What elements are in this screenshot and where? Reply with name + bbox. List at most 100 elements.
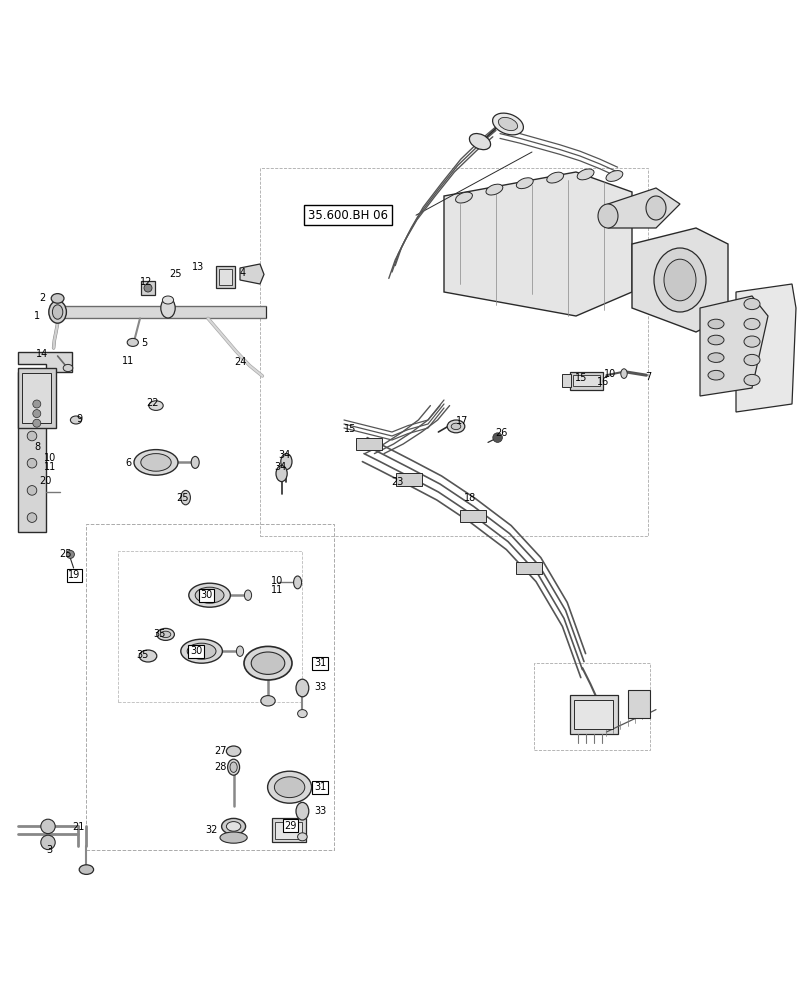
Bar [516, 562, 542, 574]
Ellipse shape [220, 832, 247, 843]
Ellipse shape [226, 822, 241, 831]
Text: 19: 19 [68, 570, 81, 580]
Ellipse shape [606, 171, 623, 181]
Bar [141, 281, 155, 295]
Ellipse shape [230, 762, 237, 772]
Text: 16: 16 [597, 377, 610, 387]
Bar [356, 438, 382, 450]
Ellipse shape [621, 369, 627, 378]
Ellipse shape [245, 590, 252, 600]
Bar [118, 551, 302, 702]
Text: 35: 35 [136, 650, 149, 660]
Bar [574, 700, 613, 729]
Bar [50, 306, 266, 318]
Bar [86, 524, 334, 850]
Ellipse shape [63, 364, 73, 372]
Text: 14: 14 [36, 349, 49, 359]
Bar [534, 663, 650, 750]
Ellipse shape [162, 296, 174, 304]
Ellipse shape [744, 336, 760, 347]
Ellipse shape [577, 169, 594, 180]
Ellipse shape [237, 646, 244, 656]
Circle shape [144, 284, 152, 292]
Ellipse shape [227, 759, 240, 775]
Ellipse shape [281, 454, 292, 470]
Text: 22: 22 [146, 398, 159, 408]
Text: 10: 10 [43, 453, 56, 463]
Polygon shape [18, 352, 72, 372]
Ellipse shape [139, 650, 157, 662]
Ellipse shape [244, 646, 292, 680]
Text: 10: 10 [270, 576, 283, 586]
Bar [22, 373, 51, 423]
Ellipse shape [251, 652, 285, 674]
Bar [216, 266, 235, 288]
Ellipse shape [127, 338, 138, 346]
Ellipse shape [470, 134, 490, 150]
Ellipse shape [141, 454, 171, 471]
Text: 32: 32 [205, 825, 218, 835]
Ellipse shape [189, 583, 230, 607]
Text: 35.600.BH 06: 35.600.BH 06 [308, 209, 388, 222]
Ellipse shape [744, 374, 760, 386]
Circle shape [33, 400, 41, 408]
Bar [396, 473, 422, 486]
Polygon shape [444, 172, 632, 316]
Text: 35: 35 [154, 629, 166, 639]
Text: 2: 2 [39, 293, 46, 303]
Text: 30: 30 [190, 646, 202, 656]
Text: 31: 31 [314, 658, 326, 668]
Circle shape [41, 819, 55, 834]
Text: 11: 11 [43, 462, 56, 472]
Polygon shape [700, 296, 768, 396]
Polygon shape [608, 188, 680, 228]
Bar [562, 374, 571, 387]
Ellipse shape [451, 423, 461, 430]
Text: 25: 25 [169, 269, 182, 279]
Ellipse shape [261, 696, 275, 706]
Ellipse shape [187, 643, 216, 659]
Text: 21: 21 [72, 822, 85, 832]
Ellipse shape [276, 466, 287, 482]
Text: 1: 1 [34, 311, 40, 321]
Text: 28: 28 [214, 762, 226, 772]
Circle shape [27, 404, 37, 414]
Ellipse shape [195, 587, 224, 603]
Bar [260, 168, 648, 536]
Text: 11: 11 [270, 585, 283, 595]
Ellipse shape [546, 172, 564, 183]
Circle shape [41, 835, 55, 850]
Text: 17: 17 [456, 416, 469, 426]
Ellipse shape [226, 746, 241, 756]
Ellipse shape [598, 204, 618, 228]
Ellipse shape [486, 184, 503, 195]
Ellipse shape [161, 298, 175, 318]
Polygon shape [632, 228, 728, 332]
Circle shape [27, 513, 37, 522]
Ellipse shape [708, 319, 724, 329]
Circle shape [33, 419, 41, 427]
Ellipse shape [160, 631, 171, 638]
Ellipse shape [664, 259, 696, 301]
Text: 11: 11 [122, 356, 134, 366]
Text: 7: 7 [645, 372, 651, 382]
Ellipse shape [744, 318, 760, 330]
Text: 24: 24 [234, 357, 247, 367]
Polygon shape [240, 264, 264, 284]
Text: 31: 31 [314, 782, 326, 792]
Ellipse shape [222, 818, 246, 834]
Ellipse shape [708, 335, 724, 345]
Polygon shape [736, 284, 796, 412]
Bar [570, 695, 618, 734]
Ellipse shape [296, 679, 309, 697]
Text: 20: 20 [39, 476, 52, 486]
Text: 27: 27 [214, 746, 226, 756]
Ellipse shape [191, 456, 199, 468]
Text: 18: 18 [464, 493, 477, 503]
Ellipse shape [447, 420, 465, 433]
Circle shape [27, 458, 37, 468]
Text: 29: 29 [284, 821, 297, 831]
Circle shape [493, 433, 502, 442]
Bar [18, 368, 56, 428]
Text: 13: 13 [192, 262, 205, 272]
